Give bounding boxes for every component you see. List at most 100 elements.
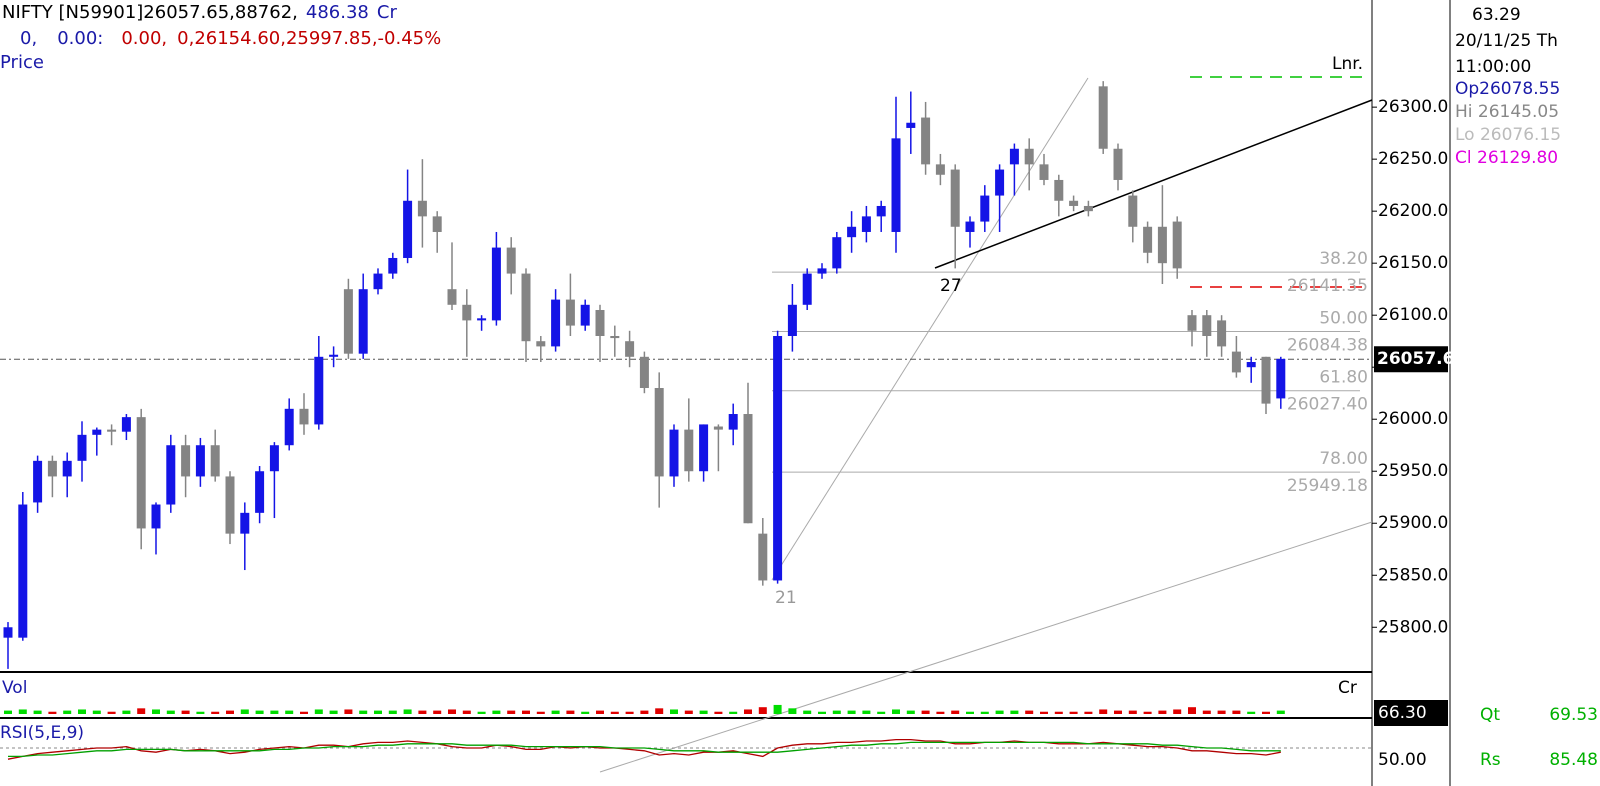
volume-bar [773, 704, 782, 714]
volume-bar [566, 710, 575, 714]
volume-bar [1010, 710, 1019, 714]
candle-body [1261, 356, 1271, 404]
volume-bar [1232, 710, 1241, 714]
candle-body [1217, 320, 1227, 347]
volume-bar [625, 711, 634, 714]
volume-bar [610, 711, 619, 714]
candle-body [151, 504, 161, 529]
info-text: 69.53 [1549, 705, 1598, 725]
volume-bar [729, 711, 738, 714]
candle-body [92, 429, 102, 435]
info-text: 20/11/25 Th [1455, 31, 1558, 51]
header-line: 0, 0.00: 0.00, 0,26154.60,25997.85,-0.45% [20, 28, 441, 49]
fib-ratio: 38.20 [1319, 249, 1368, 269]
annotation: 27 [940, 276, 962, 296]
candle-body [269, 445, 279, 472]
volume-bar [980, 711, 989, 714]
candle-body [1098, 86, 1108, 149]
panel-unit: Cr [1338, 678, 1357, 698]
volume-bar [285, 710, 294, 714]
volume-bar [1188, 707, 1196, 714]
candle-body [1069, 200, 1079, 206]
candle-body [1246, 362, 1256, 368]
fib-price: 26084.38 [1287, 335, 1368, 355]
fib-ratio: 61.80 [1319, 368, 1368, 388]
info-text: Qt [1480, 705, 1500, 725]
candle-body [639, 356, 649, 389]
candle-body [743, 414, 753, 524]
candle-body [299, 408, 309, 425]
volume-bar [107, 711, 116, 714]
volume-bar [92, 710, 101, 714]
info-text: Rs [1480, 750, 1501, 770]
volume-bar [462, 710, 471, 714]
candle-body [906, 122, 916, 128]
candle-body [62, 460, 72, 477]
volume-bar [152, 709, 160, 714]
candle-body [447, 289, 457, 305]
volume-bar [1202, 710, 1211, 714]
volume-bar [374, 710, 382, 714]
volume-bar [832, 710, 841, 714]
volume-bar [1128, 710, 1137, 714]
info-text: 11:00:00 [1455, 57, 1531, 77]
y-tick-label: 50.00 [1378, 750, 1427, 770]
candle-body [210, 445, 220, 477]
volume-bar [492, 710, 501, 714]
candle-body [255, 471, 265, 513]
candle-body [33, 460, 43, 503]
volume-bar [359, 710, 368, 714]
volume-bar [1276, 710, 1285, 714]
candle-body [787, 304, 797, 336]
volume-bar [892, 709, 900, 714]
candle-body [491, 247, 501, 321]
candle-body [462, 304, 472, 321]
volume-bar [137, 708, 146, 714]
volume-bar [300, 711, 308, 714]
candle-body [373, 273, 383, 290]
volume-bar [921, 710, 930, 714]
volume-bar [240, 709, 249, 714]
volume-bar [181, 710, 190, 714]
y-tick-label: 25800.0 [1378, 617, 1448, 637]
volume-bar [78, 709, 86, 714]
fib-price: 26141.35 [1287, 276, 1368, 296]
volume-bar [18, 709, 27, 714]
candle-body [847, 226, 857, 238]
panel-label: Price [0, 52, 44, 73]
volume-bar [758, 707, 767, 714]
y-tick-label: 26100.0 [1378, 305, 1448, 325]
candle-body [1039, 164, 1049, 180]
volume-bar [714, 711, 723, 714]
volume-bar [4, 710, 12, 714]
candle-body [1172, 221, 1182, 269]
candle-body [551, 299, 561, 347]
volume-bar [936, 711, 945, 714]
candle-body [314, 356, 324, 425]
candle-body [580, 304, 590, 326]
candle-body [3, 627, 13, 638]
candle-body [861, 216, 871, 232]
volume-bar [551, 710, 560, 714]
panel-label: RSI(5,E,9) [0, 723, 84, 743]
candle-body [980, 195, 990, 222]
fib-ratio: 50.00 [1319, 308, 1368, 328]
candle-body [506, 247, 516, 274]
volume-bar [1262, 711, 1270, 714]
volume-bar [966, 711, 974, 714]
volume-bar [1054, 711, 1063, 714]
candle-body [595, 309, 605, 336]
trend-line [934, 99, 1373, 269]
candle-body [876, 205, 886, 217]
header-text: 486.38 [306, 2, 369, 23]
volume-bar [862, 710, 871, 714]
fib-ratio: 78.00 [1319, 449, 1368, 469]
volume-bar [48, 711, 57, 714]
volume-bar [788, 708, 797, 714]
candle-body [1054, 179, 1064, 201]
candle-body [403, 200, 413, 258]
candle-body [669, 429, 679, 477]
candle-body [699, 424, 709, 472]
